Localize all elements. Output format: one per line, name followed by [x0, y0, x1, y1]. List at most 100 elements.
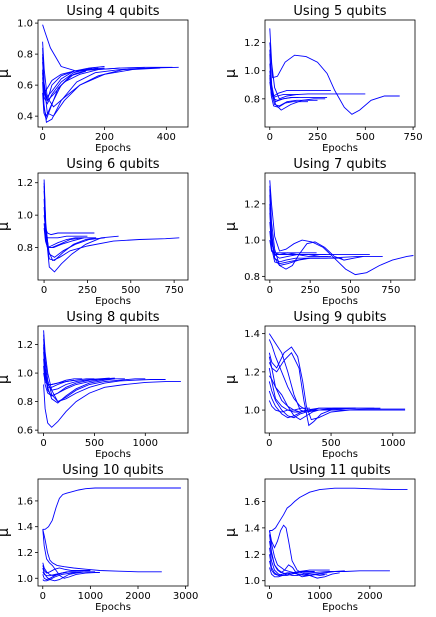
series-line-4 [269, 53, 331, 97]
series-group [269, 28, 400, 115]
series-line-9 [269, 207, 320, 265]
series-line-9 [43, 365, 115, 397]
series-line-4 [269, 194, 343, 263]
x-tick-label: 0 [267, 132, 273, 143]
series-line-8 [42, 565, 91, 574]
series-line-3 [269, 49, 326, 111]
series-line-9 [268, 390, 350, 419]
y-tick-label: 1.0 [244, 406, 260, 417]
subplot-4: Using 7 qubits 0 250 500 750 0.8 1.0 1.2 Epochs μ [223, 157, 416, 307]
series-line-11 [42, 57, 99, 95]
x-tick-label: 1000 [78, 591, 103, 602]
y-tick-label: 0.8 [17, 50, 33, 61]
y-tick-label: 1.0 [17, 369, 33, 380]
series-group [269, 487, 408, 579]
series-line-8 [42, 61, 121, 102]
x-tick-label: 750 [381, 285, 400, 296]
y-tick-label: 1.2 [244, 550, 260, 561]
y-tick-label: 1.4 [17, 522, 33, 533]
x-tick-label: 250 [308, 132, 327, 143]
y-tick-label: 0.8 [17, 243, 33, 254]
subplot-title: Using 7 qubits [293, 157, 386, 172]
x-tick-label: 0 [266, 591, 272, 602]
y-axis-label: μ [0, 528, 12, 537]
series-line-2 [42, 529, 162, 573]
y-tick-label: 1.0 [244, 66, 260, 77]
y-axis-label: μ [0, 69, 12, 78]
series-line-6 [269, 547, 325, 576]
x-axis-label: Epochs [95, 296, 131, 307]
x-tick-label: 0 [40, 438, 46, 449]
x-axis-label: Epochs [95, 143, 131, 154]
x-tick-label: 750 [165, 285, 184, 296]
y-tick-label: 1.0 [17, 574, 33, 585]
subplot-5: Using 8 qubits 0 500 1000 0.6 0.8 1.0 1.2 Epochs… [0, 310, 189, 460]
y-tick-label: 1.2 [244, 38, 260, 49]
subplot-title: Using 6 qubits [66, 157, 159, 172]
plot-frame [37, 19, 189, 128]
plot-frame [37, 172, 189, 281]
x-tick-label: 250 [78, 285, 97, 296]
series-line-2 [43, 330, 166, 403]
series-line-9 [43, 228, 84, 249]
x-tick-label: 750 [404, 132, 423, 143]
x-axis-label: Epochs [322, 296, 358, 307]
x-tick-label: 1000 [380, 438, 405, 449]
y-tick-label: 0.6 [17, 81, 33, 92]
series-line-1 [43, 381, 181, 428]
subplot-title: Using 5 qubits [293, 4, 386, 19]
series-line-2 [43, 182, 119, 273]
series-line-1 [42, 24, 173, 72]
x-tick-label: 2000 [125, 591, 150, 602]
y-tick-label: 0.4 [17, 112, 33, 123]
series-line-2 [268, 339, 381, 411]
subplot-title: Using 11 qubits [289, 463, 391, 478]
y-tick-label: 0.8 [17, 397, 33, 408]
series-line-8 [269, 230, 327, 256]
series-line-5 [42, 67, 105, 118]
y-tick-label: 1.2 [17, 340, 33, 351]
y-tick-label: 1.2 [244, 199, 260, 210]
y-tick-label: 1.0 [244, 576, 260, 587]
series-line-7 [268, 375, 356, 421]
x-tick-label: 500 [356, 132, 375, 143]
y-tick-label: 0.8 [244, 272, 260, 283]
x-tick-label: 0 [41, 285, 47, 296]
series-line-10 [268, 400, 311, 413]
series-line-7 [269, 74, 308, 108]
series-line-3 [42, 529, 100, 579]
series-line-5 [269, 203, 370, 259]
series-line-7 [42, 70, 87, 121]
y-tick-label: 1.4 [244, 523, 260, 534]
series-line-5 [43, 344, 115, 397]
x-tick-label: 400 [157, 132, 176, 143]
y-axis-label: μ [223, 222, 239, 231]
subplot-3: Using 6 qubits 0 250 500 750 0.8 1.0 1.2 Epochs μ [0, 157, 189, 307]
x-tick-label: 1000 [307, 591, 332, 602]
y-axis-label: μ [223, 375, 239, 384]
y-tick-label: 1.6 [244, 497, 260, 508]
series-line-3 [269, 189, 383, 267]
y-tick-label: 1.2 [17, 178, 33, 189]
plot-frame [264, 478, 416, 587]
series-line-2 [269, 185, 364, 270]
subplot-title: Using 10 qubits [62, 463, 164, 478]
plot-frame [264, 19, 416, 128]
series-line-10 [43, 373, 75, 385]
x-axis-label: Epochs [322, 602, 358, 613]
series-group [42, 24, 179, 124]
series-line-9 [42, 67, 93, 105]
x-tick-label: 0 [267, 285, 273, 296]
series-line-6 [268, 367, 338, 413]
y-axis-label: μ [223, 528, 239, 537]
x-tick-label: 0 [39, 132, 45, 143]
series-line-5 [269, 541, 340, 579]
y-tick-label: 0.6 [17, 426, 33, 437]
x-tick-label: 500 [322, 438, 341, 449]
series-line-10 [42, 66, 105, 102]
series-line-2 [269, 42, 400, 115]
subplot-2: Using 5 qubits 0 250 500 750 0.8 1.0 1.2 Epochs μ [223, 4, 423, 154]
y-axis-label: μ [0, 375, 12, 384]
subplot-8: Using 11 qubits 0 1000 2000 1.0 1.2 1.4 1.6 Epoc… [223, 463, 416, 613]
